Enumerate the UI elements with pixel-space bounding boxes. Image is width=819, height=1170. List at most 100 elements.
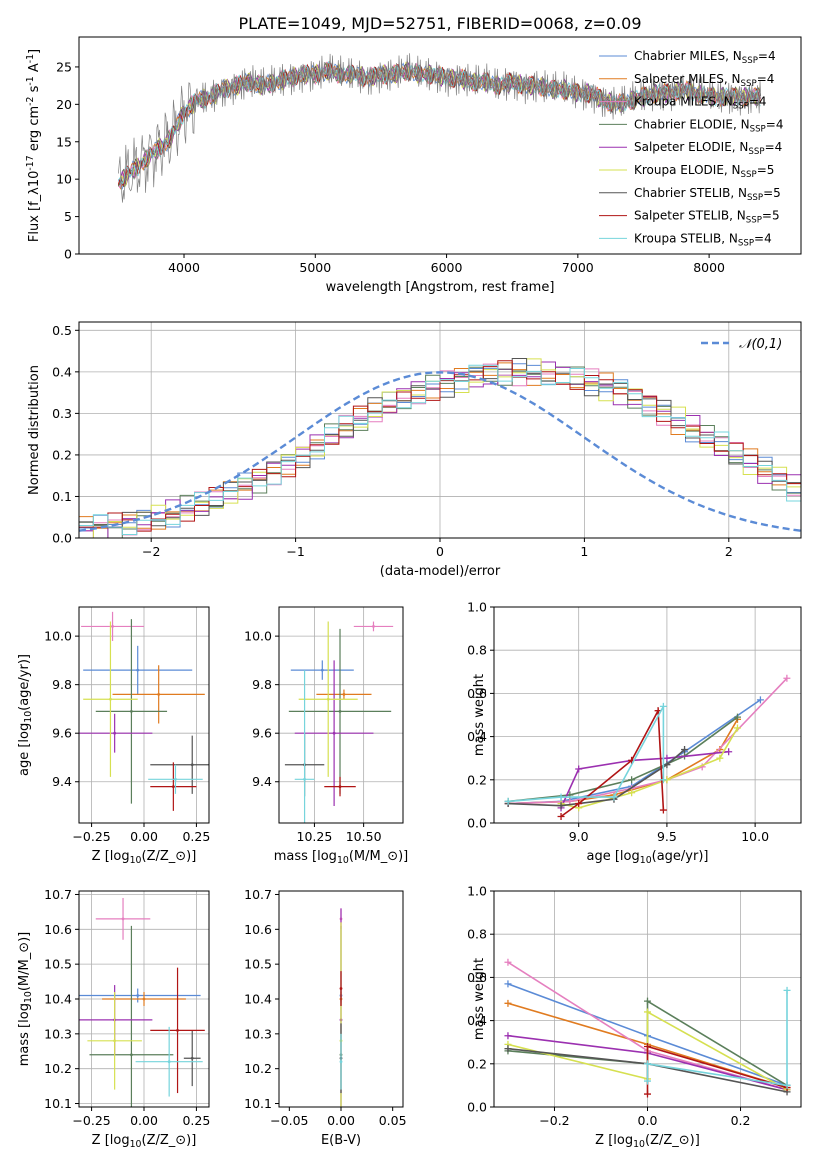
plus-marker	[575, 800, 583, 808]
y-tick-label: 10.7	[44, 887, 72, 902]
panel-age-vs-mass: 10.25 10.50 9.4 9.6 9.8 10.0 mass [log10(M/M_⊙…	[244, 606, 408, 866]
x-axis-label: Z [log10(Z/Z_⊙)]	[92, 849, 197, 866]
plus-marker	[628, 776, 636, 784]
x-tick-label: 10.0	[741, 829, 769, 844]
plot-area	[79, 611, 209, 811]
panel-residuals: 𝒩(0,1) −2 −1 0 1 2 0.0 0.1 0.2 0.3 0.4 0.5 (data-mod…	[27, 321, 802, 579]
y-tick-label: 0.8	[467, 927, 487, 942]
figure-title: PLATE=1049, MJD=52751, FIBERID=0068, z=0…	[238, 14, 641, 33]
y-tick-label: 0.8	[467, 643, 487, 658]
data-point	[113, 1039, 117, 1043]
data-point	[339, 1060, 343, 1064]
data-point	[339, 987, 343, 990]
plus-marker	[644, 1008, 651, 1016]
y-tick-label: 10.6	[44, 922, 72, 937]
x-tick-label: 9.5	[657, 829, 677, 844]
x-axis-label: wavelength [Angstrom, rest frame]	[326, 280, 555, 295]
axes-frame	[493, 606, 802, 824]
plus-marker	[557, 802, 565, 810]
plus-marker	[725, 748, 733, 756]
y-tick-label: 0.0	[52, 531, 72, 546]
data-point	[174, 777, 177, 781]
axes-frame	[78, 36, 802, 255]
y-tick-label: 15	[56, 134, 72, 149]
plot-area	[79, 897, 205, 1107]
legend-label: Kroupa STELIB, NSSP=4	[634, 231, 772, 248]
normal-reference-curve	[79, 371, 801, 532]
legend: Chabrier MILES, NSSP=4 Salpeter MILES, NS…	[599, 49, 783, 248]
plus-marker	[659, 806, 667, 814]
plus-marker	[663, 761, 671, 769]
legend-label: Chabrier STELIB, NSSP=5	[634, 186, 781, 203]
legend-label: Kroupa MILES, NSSP=4	[634, 95, 767, 112]
residual-histogram-step	[79, 360, 801, 532]
x-axis-label: Z [log10(Z/Z_⊙)]	[595, 1133, 700, 1150]
plus-marker	[504, 1032, 512, 1040]
data-point	[111, 625, 114, 628]
plot-area	[504, 958, 791, 1098]
x-tick-label: 0.00	[130, 829, 158, 844]
plus-marker	[566, 797, 574, 805]
panel-spectrum: Chabrier MILES, NSSP=4 Salpeter MILES, NS…	[25, 36, 802, 295]
data-point	[136, 668, 140, 672]
plot-area	[284, 621, 394, 823]
axes-frame	[278, 606, 404, 824]
data-point	[372, 625, 375, 628]
plus-marker	[783, 674, 791, 682]
x-tick-label: 0.25	[182, 829, 210, 844]
y-tick-label: 0.6	[467, 686, 487, 701]
y-axis-label: mass weight	[472, 674, 487, 756]
y-axis-label: Flux [f_λ10-17 erg cm-2 s-1 A-1]	[25, 49, 42, 242]
series-line	[508, 677, 788, 805]
plus-marker	[557, 813, 565, 821]
y-tick-label: 0.5	[52, 323, 72, 338]
plus-marker	[733, 713, 741, 721]
x-tick-label: −1	[286, 544, 304, 559]
y-tick-label: 9.8	[252, 677, 272, 692]
data-point	[113, 731, 117, 735]
plus-marker	[783, 986, 791, 994]
y-tick-label: 10.1	[244, 1096, 272, 1111]
plot-area	[504, 674, 791, 821]
y-tick-label: 0.2	[467, 1056, 487, 1071]
legend-label: Chabrier ELODIE, NSSP=4	[634, 117, 783, 134]
y-tick-label: 0.4	[52, 364, 72, 379]
panel-mass-vs-EBV: −0.05 0.00 0.05 10.1 10.2 10.3 10.4 10.5 10.6 10.…	[244, 887, 406, 1148]
x-axis-label: Z [log10(Z/Z_⊙)]	[92, 1133, 197, 1150]
y-tick-label: 0	[64, 247, 72, 262]
y-tick-label: 10.5	[244, 957, 272, 972]
x-axis-label: (data-model)/error	[380, 564, 501, 579]
x-tick-label: 10.25	[297, 829, 333, 844]
x-tick-label: −0.05	[270, 1113, 308, 1128]
plus-marker	[504, 958, 512, 966]
plus-marker	[557, 793, 565, 801]
data-point	[136, 994, 140, 997]
data-point	[320, 668, 324, 672]
data-point	[190, 1056, 194, 1060]
x-tick-label: −0.25	[72, 1113, 110, 1128]
y-axis-label: Normed distribution	[27, 365, 42, 495]
y-tick-label: 10.2	[44, 1061, 72, 1076]
y-tick-label: 20	[56, 97, 72, 112]
data-point	[130, 1053, 133, 1057]
y-tick-label: 0.0	[467, 1100, 487, 1115]
y-tick-label: 10.0	[244, 629, 272, 644]
y-tick-label: 0.1	[52, 489, 72, 504]
y-tick-label: 9.6	[52, 726, 72, 741]
y-tick-label: 10.4	[244, 992, 272, 1007]
x-tick-label: 8000	[693, 260, 725, 275]
y-tick-label: 1.0	[467, 884, 487, 899]
x-tick-label: 2	[725, 544, 733, 559]
y-tick-label: 9.6	[252, 726, 272, 741]
panel-weight-vs-age: 9.0 9.5 10.0 0.0 0.2 0.4 0.6 0.8 1.0 age [log10(a…	[467, 600, 802, 866]
y-tick-label: 10.3	[44, 1026, 72, 1041]
panel-age-vs-Z: −0.25 0.00 0.25 9.4 9.6 9.8 10.0 Z [log10(Z/Z_⊙…	[17, 606, 210, 866]
series-line	[560, 727, 739, 809]
y-tick-label: 0.4	[467, 1013, 487, 1028]
y-tick-label: 9.4	[252, 774, 272, 789]
plus-marker	[756, 696, 764, 704]
plus-marker	[504, 797, 512, 805]
plot-area	[339, 908, 343, 1107]
plus-marker	[644, 997, 651, 1005]
